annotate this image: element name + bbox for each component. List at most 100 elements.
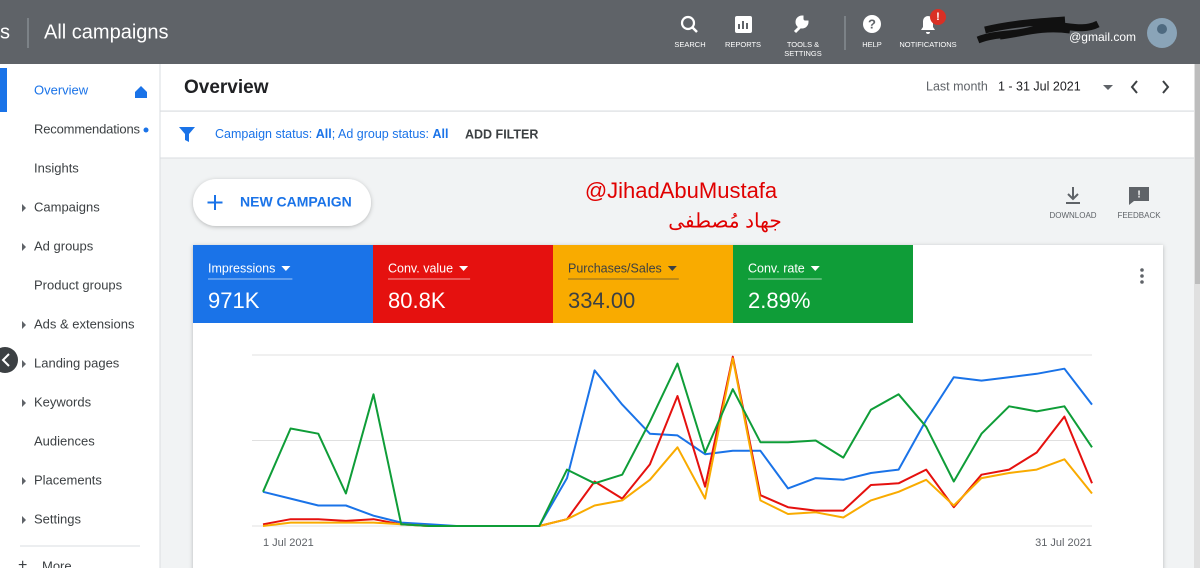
scorecard[interactable] — [373, 245, 553, 323]
tool-label: SEARCH — [674, 40, 705, 49]
nav-item[interactable]: Landing pages — [34, 355, 120, 370]
page-title: Overview — [184, 77, 269, 98]
filter-bar — [160, 112, 1195, 158]
x-tick-label: 1 Jul 2021 — [263, 537, 314, 549]
nav-item[interactable]: Audiences — [34, 433, 95, 448]
account-email[interactable]: @gmail.com — [1069, 30, 1136, 44]
search-icon — [691, 26, 698, 33]
nav-item[interactable]: More — [42, 558, 72, 568]
home-icon — [135, 86, 147, 98]
title-bar — [160, 64, 1195, 111]
notification-badge — [930, 9, 946, 25]
product-name: s — [0, 21, 10, 43]
scorecard-arrow — [667, 266, 677, 271]
scorecard-arrow — [281, 266, 291, 271]
reports-icon — [738, 21, 748, 29]
scorecard-label: Conv. rate — [748, 261, 805, 275]
search-icon[interactable] — [680, 15, 696, 31]
new-campaign-label: NEW CAMPAIGN — [240, 194, 352, 210]
help-icon[interactable] — [863, 15, 881, 33]
new-campaign-button[interactable] — [193, 179, 371, 226]
tool-label: REPORTS — [725, 40, 761, 49]
scroll-thumb — [1195, 64, 1200, 284]
tool-label: SETTINGS — [784, 49, 822, 58]
filter-value: All — [433, 127, 449, 141]
notice-dot — [143, 127, 149, 133]
sidebar — [0, 64, 160, 568]
download-icon[interactable] — [1066, 187, 1080, 204]
scorecard-label: Purchases/Sales — [568, 261, 662, 275]
scorecard[interactable] — [733, 245, 913, 323]
avatar — [1157, 24, 1167, 34]
download-label: DOWNLOAD — [1049, 211, 1096, 220]
tool-label: TOOLS & — [787, 40, 819, 49]
more-icon: + — [18, 557, 27, 568]
collapse-icon — [1, 353, 10, 367]
plus-icon — [207, 195, 223, 210]
scorecard-label: Impressions — [208, 261, 275, 275]
header-title[interactable]: All campaigns — [44, 21, 169, 43]
filter-text[interactable]: Campaign status: All; Ad group status: A… — [215, 127, 448, 141]
redaction — [976, 16, 1100, 44]
badge-text: ! — [936, 11, 940, 23]
nav-item[interactable]: Keywords — [34, 394, 92, 409]
line-chart: 1 Jul 2021 31 Jul 2021 — [252, 354, 1093, 549]
collapse-button[interactable] — [0, 347, 18, 373]
scorecard-value: 2.89% — [748, 288, 810, 313]
toolbar: ? ! SEARCH REPORTS TOOLS &SETTINGS HELP NOTI… — [674, 9, 957, 58]
nav-item[interactable]: Recommendations — [34, 121, 141, 136]
scorecards: Impressions 971K Conv. value 80.8K Purchases… — [193, 245, 913, 323]
dot — [1140, 274, 1144, 278]
nav-item[interactable]: Overview — [34, 82, 89, 97]
watermark: جهاد مُصطفى — [668, 210, 781, 232]
feedback-label: FEEDBACK — [1117, 211, 1161, 220]
scorecard[interactable] — [553, 245, 733, 323]
date-range[interactable]: 1 - 31 Jul 2021 — [998, 79, 1081, 93]
expand-arrow — [22, 399, 26, 407]
dot — [1140, 268, 1144, 272]
nav: Overview Recommendations Insights Campaigns… — [22, 82, 141, 526]
scorecard-arrow — [459, 266, 469, 271]
dropdown-arrow[interactable] — [1103, 85, 1113, 90]
tool-label: HELP — [862, 40, 882, 49]
tool-label: NOTIFICATIONS — [899, 40, 956, 49]
scorecard[interactable] — [193, 245, 373, 323]
tools-icon[interactable] — [793, 15, 809, 34]
scorecard-value: 80.8K — [388, 288, 446, 313]
scorecard-label: Conv. value — [388, 261, 453, 275]
scrollbar — [1194, 64, 1200, 568]
expand-arrow — [22, 321, 26, 329]
feedback-icon: ! — [1137, 190, 1140, 201]
nav-item[interactable]: Settings — [34, 511, 81, 526]
series-line — [262, 362, 1093, 527]
filter-value: All — [316, 127, 332, 141]
selected-indicator — [0, 68, 7, 112]
expand-arrow — [22, 477, 26, 485]
expand-arrow — [22, 204, 26, 212]
expand-arrow — [22, 516, 26, 524]
x-tick-label: 31 Jul 2021 — [1035, 537, 1092, 549]
help-icon: ? — [868, 16, 876, 31]
filter-label: ; Ad group status: — [332, 127, 433, 141]
feedback-icon[interactable] — [1129, 187, 1149, 205]
dot — [1140, 280, 1144, 284]
watermark: @JihadAbuMustafa — [585, 178, 778, 203]
nav-item[interactable]: Insights — [34, 160, 79, 175]
expand-arrow — [22, 243, 26, 251]
date-nav[interactable] — [1130, 80, 1170, 94]
scorecard-arrow — [810, 266, 820, 271]
more-menu[interactable] — [1140, 268, 1144, 284]
nav-item[interactable]: Campaigns — [34, 199, 100, 214]
date-range-label: Last month — [926, 79, 988, 93]
scorecard-value: 971K — [208, 288, 260, 313]
add-filter[interactable]: ADD FILTER — [465, 127, 538, 141]
nav-item[interactable]: Product groups — [34, 277, 123, 292]
nav-item[interactable]: Ads & extensions — [34, 316, 135, 331]
filter-icon[interactable] — [179, 127, 195, 142]
nav-item[interactable]: Ad groups — [34, 238, 94, 253]
expand-arrow — [22, 360, 26, 368]
filter-label: Campaign status: — [215, 127, 316, 141]
nav-item[interactable]: Placements — [34, 472, 102, 487]
scorecard-value: 334.00 — [568, 288, 635, 313]
